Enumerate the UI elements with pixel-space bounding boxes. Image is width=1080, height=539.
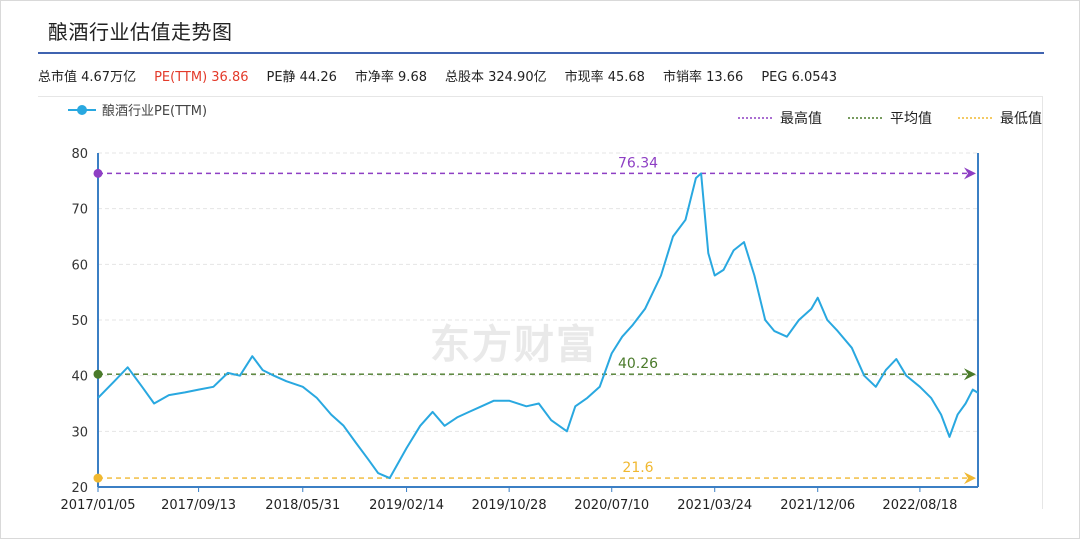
y-tick-label: 50 bbox=[71, 314, 88, 329]
reference-arrow bbox=[964, 472, 976, 485]
y-tick-label: 40 bbox=[71, 370, 88, 385]
legend-reference-label: 最高值 bbox=[780, 110, 822, 127]
chart-border bbox=[38, 96, 1043, 509]
stat-item: 总市值 4.67万亿 bbox=[38, 70, 137, 85]
x-tick-label: 2019/10/28 bbox=[472, 498, 547, 513]
reference-start-dot bbox=[93, 168, 103, 178]
reference-value-label: 21.6 bbox=[622, 460, 653, 476]
y-tick-label: 80 bbox=[71, 147, 88, 162]
y-tick-label: 20 bbox=[71, 481, 88, 496]
title-underline bbox=[38, 52, 1044, 54]
x-tick-label: 2022/08/18 bbox=[882, 498, 957, 513]
x-tick-label: 2019/02/14 bbox=[369, 498, 444, 513]
y-tick-label: 30 bbox=[71, 425, 88, 440]
x-tick-label: 2021/03/24 bbox=[677, 498, 752, 513]
y-tick-label: 70 bbox=[71, 203, 88, 218]
legend-series-dot bbox=[77, 105, 87, 115]
stat-item: 市现率 45.68 bbox=[564, 70, 645, 85]
series-line bbox=[97, 172, 979, 480]
stats-bar: 总市值 4.67万亿 PE(TTM) 36.86 PE静 44.26 市净率 9.68… bbox=[38, 66, 855, 85]
x-tick-label: 2017/09/13 bbox=[161, 498, 236, 513]
stat-item: 市销率 13.66 bbox=[662, 70, 744, 85]
x-tick-label: 2017/01/05 bbox=[61, 498, 136, 513]
reference-start-dot bbox=[93, 473, 103, 483]
x-tick-label: 2021/12/06 bbox=[780, 498, 855, 513]
stat-item: PE(TTM) 36.86 bbox=[154, 70, 249, 85]
legend-reference-label: 平均值 bbox=[890, 111, 932, 127]
legend-series-label: 酿酒行业PE(TTM) bbox=[102, 103, 207, 119]
legend-reference-label: 最低值 bbox=[1000, 111, 1042, 127]
reference-value-label: 76.34 bbox=[618, 155, 658, 171]
y-tick-label: 60 bbox=[71, 258, 88, 273]
reference-arrow bbox=[964, 167, 976, 180]
page-title: 酿酒行业估值走势图 bbox=[48, 20, 233, 44]
stat-item: 市净率 9.68 bbox=[354, 70, 427, 85]
x-tick-label: 2018/05/31 bbox=[265, 498, 340, 513]
reference-start-dot bbox=[93, 369, 103, 379]
stat-item: PEG 6.0543 bbox=[761, 70, 838, 85]
reference-arrow bbox=[964, 368, 976, 381]
stat-item: 总股本 324.90亿 bbox=[444, 70, 547, 85]
reference-value-label: 40.26 bbox=[618, 356, 658, 372]
stat-item: PE静 44.26 bbox=[266, 70, 337, 85]
watermark-logo: 东方财富 bbox=[430, 322, 598, 368]
x-tick-label: 2020/07/10 bbox=[574, 498, 649, 513]
